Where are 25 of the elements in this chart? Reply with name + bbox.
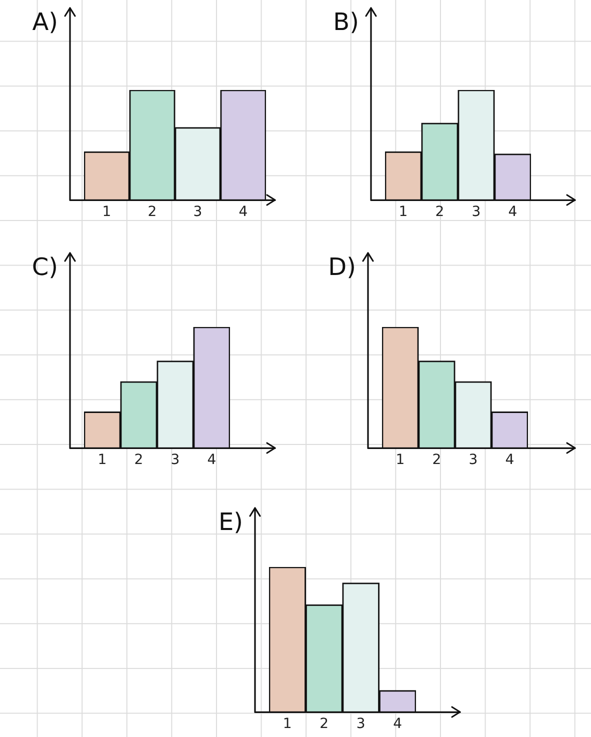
x-tick-label: 2: [435, 204, 444, 220]
x-tick-label: 4: [505, 452, 514, 468]
x-tick-label: 1: [98, 452, 107, 468]
chart-title: A): [32, 8, 58, 36]
x-tick-label: 2: [148, 204, 157, 220]
chart-title: B): [333, 8, 359, 36]
x-tick-label: 3: [193, 204, 202, 220]
x-tick-label: 4: [508, 204, 518, 220]
x-tick-label: 3: [468, 452, 478, 468]
x-tick-label: 3: [356, 716, 366, 732]
x-tick-label: 1: [398, 204, 408, 220]
x-tick-label: 3: [472, 204, 481, 220]
x-tick-label: 3: [170, 452, 180, 468]
chart-title: D): [328, 253, 356, 282]
x-tick-label: 4: [207, 452, 216, 468]
x-tick-label: 1: [102, 204, 112, 220]
x-tick-label: 2: [320, 716, 329, 732]
x-tick-label: 2: [134, 452, 144, 468]
x-tick-label: 1: [396, 452, 405, 468]
chart-title: C): [32, 253, 58, 282]
x-tick-label: 4: [393, 716, 402, 732]
x-tick-label: 2: [432, 452, 442, 468]
x-tick-label: 4: [238, 204, 248, 220]
x-tick-label: 1: [282, 716, 292, 732]
chart-title: E): [218, 508, 243, 536]
